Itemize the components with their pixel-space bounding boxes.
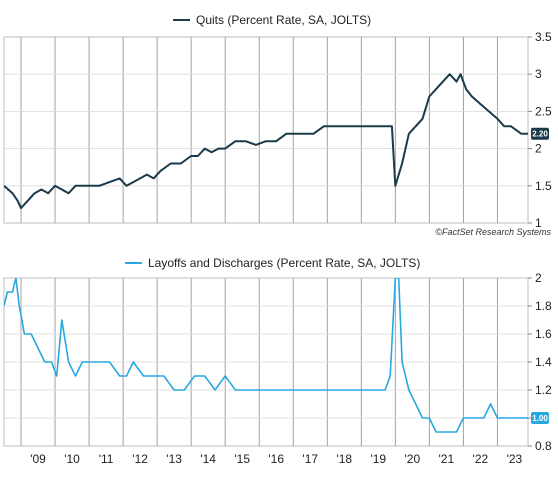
- x-tick-label: '13: [166, 452, 182, 466]
- x-tick-label: '10: [64, 452, 80, 466]
- last-value-badge: [531, 412, 549, 424]
- layoffs-panel: 21.81.61.41.210.8 '09'10'11'12'13'14'15'…: [3, 256, 552, 466]
- y-tick-label: 1.5: [535, 179, 552, 193]
- quits-plot-frame: [3, 36, 529, 224]
- last-value-label: 1.00: [532, 414, 548, 423]
- x-tick-label: '09: [30, 452, 46, 466]
- layoffs-y-ticks: 21.81.61.41.210.8: [528, 271, 552, 453]
- y-tick-label: 1.2: [535, 383, 552, 397]
- last-value-badge: [531, 127, 549, 140]
- y-tick-label: 1.6: [535, 327, 552, 341]
- series-layer: 2.20 1.00: [4, 73, 549, 433]
- quits-series-line: [4, 73, 528, 210]
- y-tick-label: 2: [535, 142, 542, 156]
- x-tick-label: '17: [302, 452, 318, 466]
- quits-y-ticks: 3.5 3 2.5 2 1.5 1: [528, 30, 552, 230]
- quits-legend-label: Quits (Percent Rate, SA, JOLTS): [196, 13, 371, 27]
- y-tick-label: 3: [535, 67, 542, 81]
- y-tick-label: 2.5: [535, 104, 552, 118]
- layoffs-legend-label: Layoffs and Discharges (Percent Rate, SA…: [148, 256, 420, 270]
- layoffs-series-line: [4, 278, 528, 433]
- y-tick-label: 1.4: [535, 355, 552, 369]
- x-tick-label: '16: [268, 452, 284, 466]
- y-tick-label: 0.8: [535, 439, 552, 453]
- quits-legend: Quits (Percent Rate, SA, JOLTS): [173, 13, 371, 27]
- quits-grid: [4, 37, 528, 223]
- x-tick-label: '14: [200, 452, 216, 466]
- x-tick-label: '11: [99, 452, 114, 466]
- y-tick-label: 1.8: [535, 299, 552, 313]
- chart-credit: ©FactSet Research Systems: [435, 227, 551, 237]
- x-tick-label: '22: [473, 452, 489, 466]
- y-tick-label: 1: [535, 216, 542, 230]
- quits-panel: 3.5 3 2.5 2 1.5 1 Quits (Percent Rate, SA, JO…: [3, 13, 552, 237]
- y-tick-label: 2: [535, 271, 542, 285]
- last-value-label: 2.20: [532, 130, 548, 139]
- x-tick-label: '18: [336, 452, 352, 466]
- layoffs-legend: Layoffs and Discharges (Percent Rate, SA…: [125, 256, 420, 270]
- x-tick-label: '19: [370, 452, 386, 466]
- x-tick-label: '21: [439, 452, 455, 466]
- x-tick-label: '20: [404, 452, 420, 466]
- x-axis-ticks: '09 '10 '11 '12 '13 '14 '15 '16 '17 '18 '19 '20 '21 '…: [30, 452, 522, 466]
- x-tick-label: '12: [132, 452, 148, 466]
- x-tick-label: '23: [507, 452, 523, 466]
- y-tick-label: 3.5: [535, 30, 552, 44]
- x-tick-label: '15: [234, 452, 250, 466]
